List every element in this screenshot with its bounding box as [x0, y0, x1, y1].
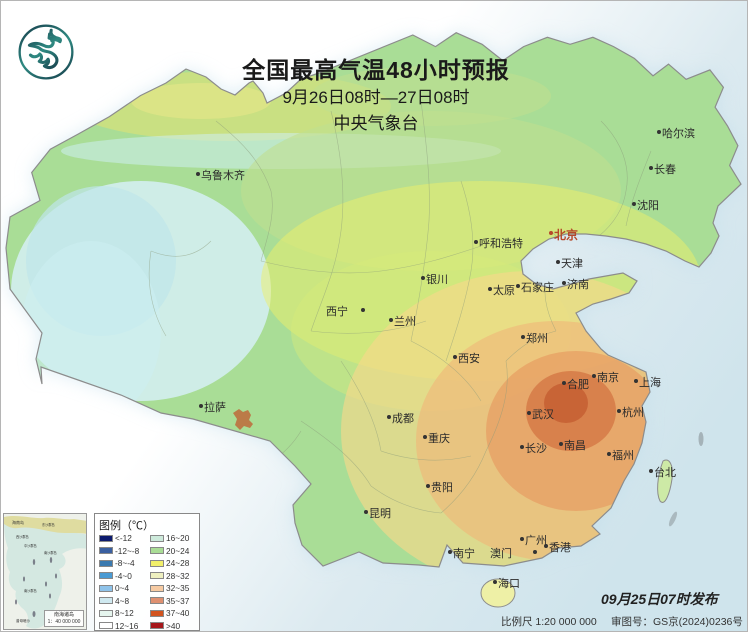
- svg-text:中沙群岛: 中沙群岛: [24, 543, 37, 548]
- svg-text:南沙群岛: 南沙群岛: [24, 588, 37, 593]
- svg-text:南沙群岛: 南沙群岛: [44, 550, 57, 555]
- svg-text:西沙群岛: 西沙群岛: [16, 534, 29, 539]
- svg-text:东沙群岛: 东沙群岛: [42, 522, 55, 527]
- svg-text:曾母暗沙: 曾母暗沙: [16, 618, 30, 623]
- svg-text:海南岛: 海南岛: [12, 519, 24, 525]
